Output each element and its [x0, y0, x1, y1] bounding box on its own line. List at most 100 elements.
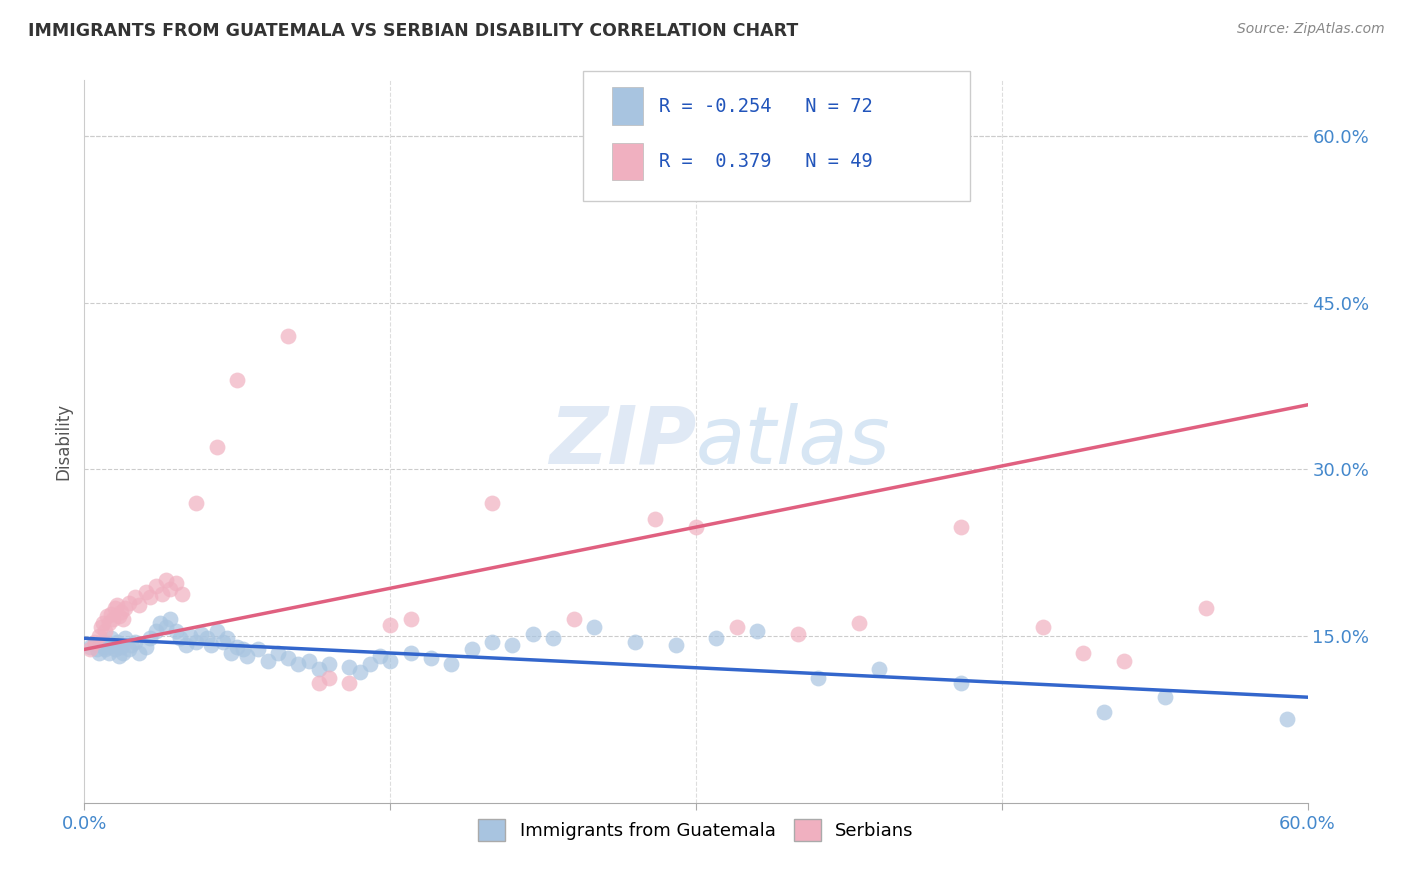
Point — [86, 642, 108, 657]
Point — [869, 662, 891, 676]
Point — [226, 373, 249, 387]
Point — [219, 646, 242, 660]
Point — [1195, 601, 1218, 615]
Point — [159, 612, 181, 626]
Point — [112, 646, 135, 660]
Point — [93, 624, 115, 638]
Point — [205, 440, 228, 454]
Point — [128, 598, 150, 612]
Point — [128, 646, 150, 660]
Point — [481, 496, 503, 510]
Point — [104, 642, 127, 657]
Point — [205, 624, 228, 638]
Point — [165, 575, 187, 590]
Point — [91, 615, 114, 630]
Point — [349, 665, 371, 679]
Point — [150, 587, 173, 601]
Point — [149, 615, 172, 630]
Point — [100, 632, 122, 646]
Point — [83, 634, 105, 648]
Point — [179, 629, 201, 643]
Point — [105, 598, 128, 612]
Point — [169, 632, 191, 646]
Point — [114, 601, 136, 615]
Point — [644, 512, 666, 526]
Point — [145, 579, 167, 593]
Legend: Immigrants from Guatemala, Serbians: Immigrants from Guatemala, Serbians — [471, 812, 921, 848]
Point — [97, 646, 120, 660]
Point — [159, 582, 181, 597]
Point — [380, 653, 402, 667]
Point — [257, 653, 280, 667]
Point — [101, 638, 124, 652]
Point — [725, 620, 748, 634]
Point — [481, 634, 503, 648]
Point — [110, 605, 132, 619]
Point — [1092, 705, 1115, 719]
Point — [318, 657, 340, 671]
Y-axis label: Disability: Disability — [55, 403, 73, 480]
Point — [114, 632, 136, 646]
Point — [318, 671, 340, 685]
Point — [96, 609, 118, 624]
Point — [308, 662, 330, 676]
Point — [298, 653, 321, 667]
Text: Source: ZipAtlas.com: Source: ZipAtlas.com — [1237, 22, 1385, 37]
Point — [79, 640, 101, 655]
Point — [624, 634, 647, 648]
Point — [118, 596, 141, 610]
Point — [339, 660, 361, 674]
Point — [120, 638, 142, 652]
Point — [380, 618, 402, 632]
Point — [522, 627, 544, 641]
Point — [108, 609, 131, 624]
Point — [100, 607, 122, 621]
Point — [145, 624, 167, 638]
Point — [339, 675, 361, 690]
Point — [165, 624, 187, 638]
Point — [583, 620, 606, 634]
Point — [1277, 713, 1299, 727]
Point — [110, 640, 132, 655]
Point — [101, 612, 124, 626]
Point — [747, 624, 769, 638]
Point — [186, 634, 208, 648]
Point — [190, 627, 212, 641]
Point — [96, 640, 118, 655]
Point — [399, 612, 422, 626]
Point — [787, 627, 810, 641]
Point — [706, 632, 728, 646]
Point — [562, 612, 585, 626]
Point — [277, 651, 299, 665]
Point — [1032, 620, 1054, 634]
Point — [217, 632, 239, 646]
Point — [950, 675, 973, 690]
Point — [287, 657, 309, 671]
Point — [232, 642, 254, 657]
Point — [1114, 653, 1136, 667]
Point — [138, 632, 160, 646]
Text: R =  0.379   N = 49: R = 0.379 N = 49 — [659, 152, 873, 171]
Text: ZIP: ZIP — [548, 402, 696, 481]
Point — [108, 649, 131, 664]
Text: R = -0.254   N = 72: R = -0.254 N = 72 — [659, 96, 873, 116]
Point — [87, 646, 110, 660]
Point — [665, 638, 688, 652]
Point — [195, 632, 218, 646]
Point — [685, 520, 707, 534]
Point — [118, 642, 141, 657]
Point — [807, 671, 830, 685]
Point — [83, 637, 105, 651]
Point — [368, 649, 391, 664]
Point — [848, 615, 870, 630]
Point — [172, 587, 194, 601]
Point — [200, 638, 222, 652]
Point — [440, 657, 463, 671]
Point — [543, 632, 565, 646]
Point — [212, 634, 235, 648]
Text: atlas: atlas — [696, 402, 891, 481]
Point — [124, 590, 146, 604]
Point — [502, 638, 524, 652]
Point — [461, 642, 484, 657]
Point — [186, 496, 208, 510]
